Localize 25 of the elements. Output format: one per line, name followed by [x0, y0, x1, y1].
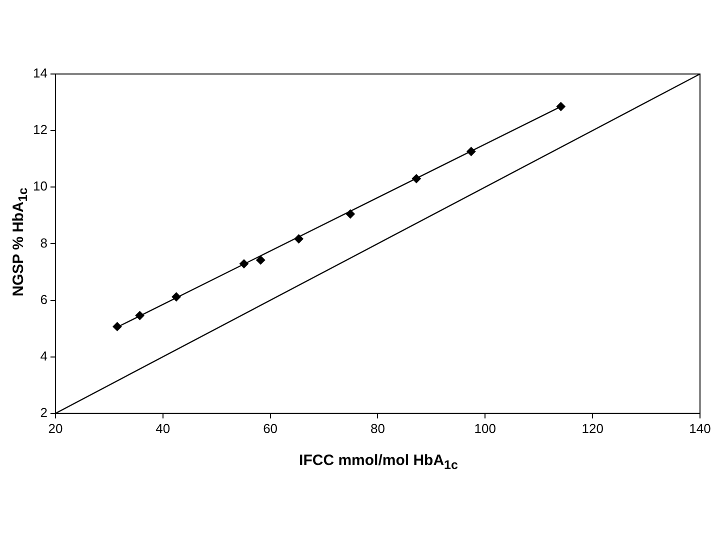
x-tick-label: 140	[689, 420, 711, 436]
point	[346, 210, 355, 219]
point	[294, 234, 304, 244]
y-tick-label: 12	[32, 122, 48, 138]
x-tick-label: 120	[582, 420, 604, 436]
x-tick-label: 40	[156, 420, 170, 436]
x-tick-label: 100	[474, 420, 496, 436]
point	[256, 256, 266, 265]
y-tick-label: 2	[40, 404, 48, 420]
point	[556, 102, 566, 112]
point	[172, 292, 181, 302]
y-tick-label: 14	[32, 66, 48, 81]
point	[412, 174, 421, 184]
y-tick-label: 10	[32, 178, 48, 194]
x-axis-title: IFCC mmol/mol HbA$_{1c}$	[298, 452, 459, 472]
point	[135, 311, 144, 320]
y-tick-label: 4	[40, 348, 48, 364]
y-tick-label: 8	[40, 235, 48, 250]
x-tick-label: 20	[48, 420, 63, 436]
y-tick-label: 6	[40, 292, 48, 307]
point	[239, 259, 248, 268]
point	[112, 322, 122, 332]
x-tick-label: 80	[370, 420, 385, 436]
point	[466, 146, 476, 156]
x-tick-label: 60	[263, 420, 278, 436]
